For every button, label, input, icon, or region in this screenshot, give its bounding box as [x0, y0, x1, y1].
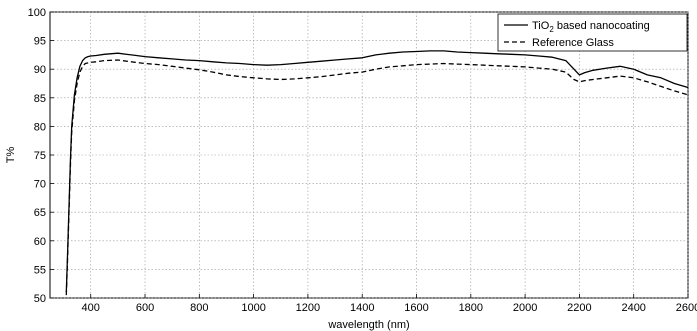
y-tick-label: 70: [34, 179, 46, 191]
y-tick-label: 60: [34, 236, 46, 248]
y-tick-label: 55: [34, 264, 46, 276]
axis-ticks: 400 600 800 1000 1200 1400 1600 1800 2000 2200 240…: [28, 7, 697, 314]
y-tick-label: 95: [34, 36, 46, 48]
legend-label-tio2-part1: TiO: [532, 20, 550, 32]
x-axis-label: wavelength (nm): [327, 319, 409, 331]
y-tick-label: 50: [34, 293, 46, 305]
y-tick-label: 90: [34, 64, 46, 76]
y-tick-label: 75: [34, 150, 46, 162]
legend-label-tio2-subscript: 2: [549, 25, 554, 34]
y-tick-label: 85: [34, 93, 46, 105]
x-tick-label: 1200: [296, 302, 320, 314]
x-tick-label: 1600: [404, 302, 428, 314]
y-tick-label: 80: [34, 121, 46, 133]
series-line-reference-glass: [65, 59, 689, 296]
series-lines: [65, 50, 689, 296]
legend-label-reference-glass: Reference Glass: [532, 37, 614, 49]
legend: TiO2 based nanocoating Reference Glass: [497, 13, 688, 52]
x-tick-label: 1000: [241, 302, 265, 314]
x-tick-label: 1400: [350, 302, 374, 314]
y-tick-label: 65: [34, 207, 46, 219]
y-axis-label: T%: [5, 147, 17, 164]
x-tick-label: 2400: [621, 302, 645, 314]
x-tick-label: 1800: [459, 302, 483, 314]
x-tick-label: 400: [82, 302, 100, 314]
legend-box: [497, 13, 688, 52]
x-tick-label: 2000: [513, 302, 537, 314]
x-tick-label: 800: [190, 302, 208, 314]
x-tick-label: 600: [136, 302, 154, 314]
series-line-tio2-nanocoating: [65, 50, 689, 293]
grid-lines: [50, 11, 689, 299]
x-tick-label: 2200: [567, 302, 591, 314]
y-tick-label: 100: [28, 7, 46, 19]
x-tick-label: 2600: [676, 302, 697, 314]
legend-label-tio2-part2: based nanocoating: [554, 20, 650, 32]
legend-label-tio2: TiO2 based nanocoating: [532, 20, 650, 34]
